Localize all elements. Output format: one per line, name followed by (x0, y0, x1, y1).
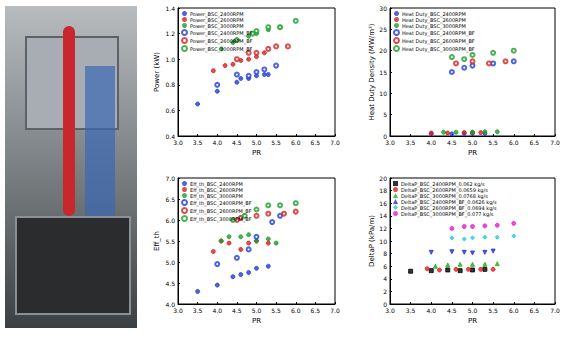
svg-text:DeltaP_BSC_3000RPM_BF_0.077 kg: DeltaP_BSC_3000RPM_BF_0.077 kg/s (401, 211, 494, 218)
svg-text:25: 25 (379, 26, 387, 33)
svg-text:5.0: 5.0 (165, 259, 175, 266)
svg-text:4.5: 4.5 (165, 280, 175, 287)
svg-text:5.5: 5.5 (165, 238, 175, 245)
svg-text:3.5: 3.5 (193, 307, 203, 314)
svg-text:Eff_th: Eff_th (153, 231, 161, 251)
svg-text:20: 20 (379, 175, 387, 182)
svg-text:6.5: 6.5 (530, 139, 540, 146)
svg-text:DeltaP (kPa/m): DeltaP (kPa/m) (368, 215, 376, 267)
svg-text:1.0: 1.0 (165, 56, 175, 63)
svg-text:30: 30 (379, 5, 387, 12)
svg-text:Heat Duty_BSC_3000RPM_BF: Heat Duty_BSC_3000RPM_BF (402, 46, 475, 53)
svg-text:2: 2 (383, 288, 387, 295)
svg-text:4.5: 4.5 (232, 307, 242, 314)
svg-text:6.0: 6.0 (509, 139, 519, 146)
svg-text:10: 10 (379, 238, 387, 245)
svg-text:15: 15 (379, 69, 387, 76)
svg-text:4.0: 4.0 (212, 139, 222, 146)
svg-text:6.5: 6.5 (311, 307, 321, 314)
svg-text:3.0: 3.0 (173, 307, 183, 314)
svg-text:4.0: 4.0 (426, 139, 436, 146)
svg-text:Power_BSC_2600RPM: Power_BSC_2600RPM (190, 16, 244, 23)
svg-text:7.0: 7.0 (330, 307, 340, 314)
svg-text:6.0: 6.0 (509, 307, 519, 314)
svg-text:10: 10 (379, 90, 387, 97)
svg-text:Heat Duty_BSC_2400RPM_BF: Heat Duty_BSC_2400RPM_BF (402, 30, 475, 37)
svg-text:5.5: 5.5 (488, 139, 498, 146)
svg-text:7.0: 7.0 (550, 139, 560, 146)
svg-text:7.0: 7.0 (550, 307, 560, 314)
svg-text:5.0: 5.0 (468, 307, 478, 314)
svg-text:0.6: 0.6 (165, 107, 175, 114)
svg-text:Eff_th_BSC_2400RPM: Eff_th_BSC_2400RPM (190, 180, 243, 187)
svg-text:6.0: 6.0 (291, 139, 301, 146)
svg-text:4.5: 4.5 (447, 139, 457, 146)
svg-text:6: 6 (383, 263, 387, 270)
svg-text:0.8: 0.8 (165, 81, 175, 88)
svg-text:4: 4 (383, 275, 387, 282)
svg-text:16: 16 (379, 200, 387, 207)
svg-text:Eff_th_BSC_3000RPM: Eff_th_BSC_3000RPM (190, 193, 243, 200)
svg-text:5.5: 5.5 (271, 139, 281, 146)
svg-text:Heat Duty Density (MW/m³): Heat Duty Density (MW/m³) (368, 23, 376, 120)
svg-text:DeltaP_BSC_2600RPM_BF_0.0694 k: DeltaP_BSC_2600RPM_BF_0.0694 kg/s (401, 204, 497, 211)
svg-text:0: 0 (383, 132, 387, 140)
svg-text:PR: PR (468, 149, 477, 157)
svg-text:18: 18 (379, 187, 387, 194)
svg-text:Heat Duty_BSC_2600RPM_BF: Heat Duty_BSC_2600RPM_BF (402, 38, 475, 45)
svg-text:PR: PR (252, 149, 261, 157)
svg-text:12: 12 (379, 225, 387, 232)
svg-text:7.0: 7.0 (165, 175, 175, 182)
svg-text:20: 20 (379, 47, 387, 54)
svg-text:3.5: 3.5 (406, 139, 416, 146)
svg-text:3.0: 3.0 (385, 307, 395, 314)
svg-text:4.5: 4.5 (447, 307, 457, 314)
svg-text:DeltaP_BSC_2400RPM_BF_0.0626 k: DeltaP_BSC_2400RPM_BF_0.0626 kg/s (401, 198, 497, 205)
svg-text:Eff_th_BSC_2600RPM_BF: Eff_th_BSC_2600RPM_BF (190, 208, 252, 215)
svg-text:DeltaP_BSC_2400RPM_0.062 kg/s: DeltaP_BSC_2400RPM_0.062 kg/s (401, 180, 485, 187)
svg-text:6.5: 6.5 (311, 139, 321, 146)
svg-text:3.5: 3.5 (406, 307, 416, 314)
svg-text:7.0: 7.0 (330, 139, 340, 146)
svg-text:1.2: 1.2 (165, 30, 175, 37)
svg-text:3.0: 3.0 (385, 139, 395, 146)
svg-text:Eff_th_BSC_3000RPM_BF: Eff_th_BSC_3000RPM_BF (190, 216, 252, 223)
svg-text:3.5: 3.5 (193, 139, 203, 146)
svg-text:Power_BSC_3000RPM: Power_BSC_3000RPM (190, 23, 244, 30)
svg-text:14: 14 (379, 212, 387, 219)
svg-text:5.0: 5.0 (252, 139, 262, 146)
svg-text:Power_BSC_3000RPM_BF: Power_BSC_3000RPM_BF (190, 46, 253, 53)
svg-text:5.5: 5.5 (271, 307, 281, 314)
svg-text:6.0: 6.0 (291, 307, 301, 314)
svg-text:5.0: 5.0 (252, 307, 262, 314)
svg-text:0.4: 0.4 (165, 132, 175, 140)
svg-text:0: 0 (383, 300, 387, 308)
svg-text:Eff_th_BSC_2400RPM_BF: Eff_th_BSC_2400RPM_BF (190, 200, 252, 207)
svg-text:Power_BSC_2600RPM_BF: Power_BSC_2600RPM_BF (190, 38, 253, 45)
svg-text:4.0: 4.0 (165, 300, 175, 308)
svg-text:Heat Duty_BSC_3000RPM: Heat Duty_BSC_3000RPM (402, 23, 466, 30)
svg-text:4.5: 4.5 (232, 139, 242, 146)
svg-text:6.5: 6.5 (165, 196, 175, 203)
svg-text:DeltaP_BSC_2600RPM_0.0659 kg/s: DeltaP_BSC_2600RPM_0.0659 kg/s (401, 186, 488, 193)
svg-text:Eff_th_BSC_2600RPM: Eff_th_BSC_2600RPM (190, 186, 243, 193)
svg-text:5: 5 (383, 111, 387, 118)
svg-text:5.0: 5.0 (468, 139, 478, 146)
svg-text:PR: PR (252, 317, 261, 325)
svg-text:Heat Duty_BSC_2600RPM: Heat Duty_BSC_2600RPM (402, 16, 466, 23)
svg-text:4.0: 4.0 (212, 307, 222, 314)
svg-text:DeltaP_BSC_3000RPM_0.0768 kg/s: DeltaP_BSC_3000RPM_0.0768 kg/s (401, 192, 488, 199)
svg-text:5.5: 5.5 (488, 307, 498, 314)
svg-text:6.5: 6.5 (530, 307, 540, 314)
svg-text:Heat Duty_BSC_2400RPM: Heat Duty_BSC_2400RPM (402, 10, 466, 17)
svg-text:Power (kW): Power (kW) (153, 52, 161, 92)
svg-text:6.0: 6.0 (165, 217, 175, 224)
svg-text:3.0: 3.0 (173, 139, 183, 146)
svg-text:Power_BSC_2400RPM_BF: Power_BSC_2400RPM_BF (190, 30, 253, 37)
svg-text:1.4: 1.4 (165, 5, 175, 12)
svg-text:Power_BSC_2400RPM: Power_BSC_2400RPM (190, 10, 244, 17)
svg-text:PR: PR (468, 317, 477, 325)
svg-text:8: 8 (383, 250, 387, 257)
svg-text:4.0: 4.0 (426, 307, 436, 314)
